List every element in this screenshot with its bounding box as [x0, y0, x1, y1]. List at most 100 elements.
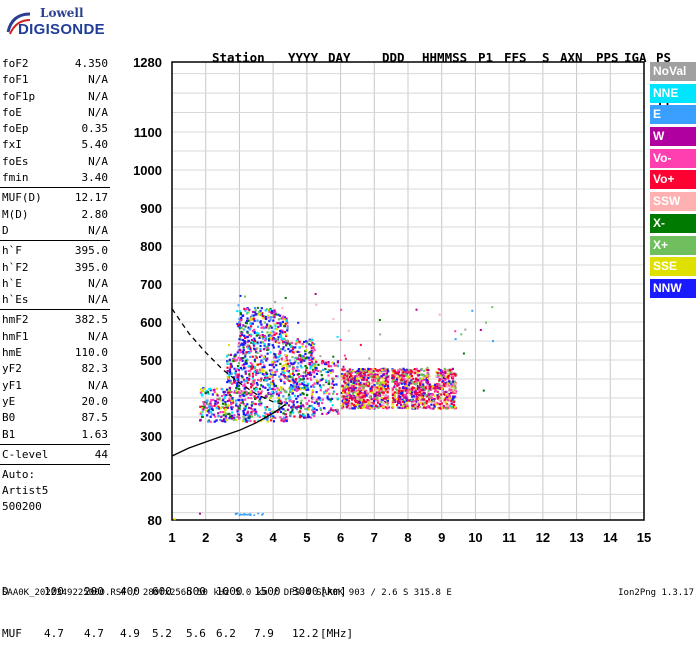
echo-point	[361, 392, 365, 395]
echo-point	[403, 369, 406, 372]
echo-point	[250, 318, 253, 321]
echo-point	[416, 392, 419, 396]
echo-point	[232, 418, 236, 421]
param-label: yF2	[2, 362, 22, 376]
echo-point	[256, 306, 259, 309]
echo-point	[311, 389, 314, 392]
echo-point	[358, 392, 361, 395]
echo-point	[450, 399, 453, 403]
echo-point	[268, 309, 272, 312]
echo-point	[251, 330, 254, 333]
echo-point	[352, 388, 355, 391]
echo-point	[311, 338, 314, 342]
echo-point	[386, 368, 389, 371]
echo-point	[416, 396, 419, 400]
echo-point	[355, 382, 359, 386]
param-label: yF1	[2, 378, 22, 392]
echo-point	[391, 391, 394, 394]
echo-point	[377, 401, 380, 404]
echo-point	[237, 369, 240, 372]
echo-point	[260, 307, 263, 310]
param-value: N/A	[88, 223, 108, 237]
echo-point	[362, 398, 365, 401]
echo-point	[356, 396, 359, 399]
echo-point	[308, 408, 311, 411]
echo-point	[440, 393, 443, 396]
echo-point	[361, 384, 364, 387]
echo-point	[253, 339, 257, 342]
echo-point	[281, 365, 284, 368]
echo-point	[403, 406, 406, 409]
echo-point	[248, 351, 251, 355]
echo-point	[410, 376, 413, 379]
echo-point	[320, 374, 323, 377]
footer-value: 1500	[254, 585, 281, 598]
echo-point	[201, 407, 204, 410]
echo-point	[426, 377, 430, 380]
echo-point	[391, 402, 394, 406]
echo-point	[387, 406, 390, 409]
param-value: 395.0	[74, 260, 108, 274]
echo-point	[239, 323, 242, 326]
echo-point	[438, 394, 441, 397]
echo-point	[233, 357, 236, 360]
echo-point	[310, 347, 313, 350]
echo-point	[297, 358, 300, 361]
echo-point	[279, 329, 282, 333]
echo-point	[452, 401, 455, 404]
echo-point	[351, 382, 354, 385]
echo-point	[293, 388, 296, 391]
echo-point	[242, 346, 245, 349]
echo-point	[354, 371, 357, 374]
echo-point	[251, 408, 254, 411]
echo-point	[242, 403, 245, 406]
echo-point	[322, 407, 326, 410]
echo-point	[260, 336, 263, 339]
echo-point	[199, 391, 203, 394]
echo-point	[363, 376, 366, 379]
echo-point	[226, 362, 229, 365]
echo-point	[217, 415, 220, 418]
x-tick-label: 4	[270, 530, 278, 545]
echo-point	[380, 389, 384, 392]
echo-point	[438, 403, 441, 406]
echo-point	[460, 333, 463, 336]
echo-point	[394, 371, 397, 374]
echo-point	[418, 386, 421, 389]
echo-point	[436, 387, 439, 390]
echo-point	[223, 418, 226, 421]
echo-point	[440, 386, 443, 389]
echo-point	[305, 402, 308, 405]
echo-point	[357, 396, 360, 399]
echo-point	[308, 415, 311, 419]
echo-point	[263, 366, 266, 369]
echo-point	[426, 382, 429, 385]
echo-point	[462, 352, 465, 355]
param-row-foep: foEp 0.35	[0, 121, 112, 137]
echo-point	[237, 323, 240, 327]
echo-point	[244, 336, 247, 340]
echo-point	[252, 314, 255, 317]
y-tick-label: 200	[140, 469, 162, 484]
echo-point	[397, 377, 400, 380]
echo-point	[232, 376, 235, 379]
echo-point	[282, 346, 285, 349]
echo-point	[216, 394, 219, 397]
echo-point	[245, 320, 249, 323]
echo-point	[259, 362, 262, 366]
echo-point	[343, 354, 346, 357]
legend-item-x: X+	[650, 235, 696, 255]
echo-point	[411, 377, 414, 380]
echo-point	[336, 364, 340, 368]
echo-point	[433, 398, 436, 401]
echo-point	[371, 382, 374, 385]
param-label: fmin	[2, 171, 29, 185]
echo-point	[253, 319, 256, 322]
echo-point	[367, 374, 370, 377]
echo-point	[367, 402, 370, 405]
echo-point	[238, 417, 241, 420]
echo-point	[281, 317, 284, 320]
echo-point	[280, 391, 283, 394]
echo-point	[418, 388, 421, 392]
echo-point	[300, 405, 303, 408]
